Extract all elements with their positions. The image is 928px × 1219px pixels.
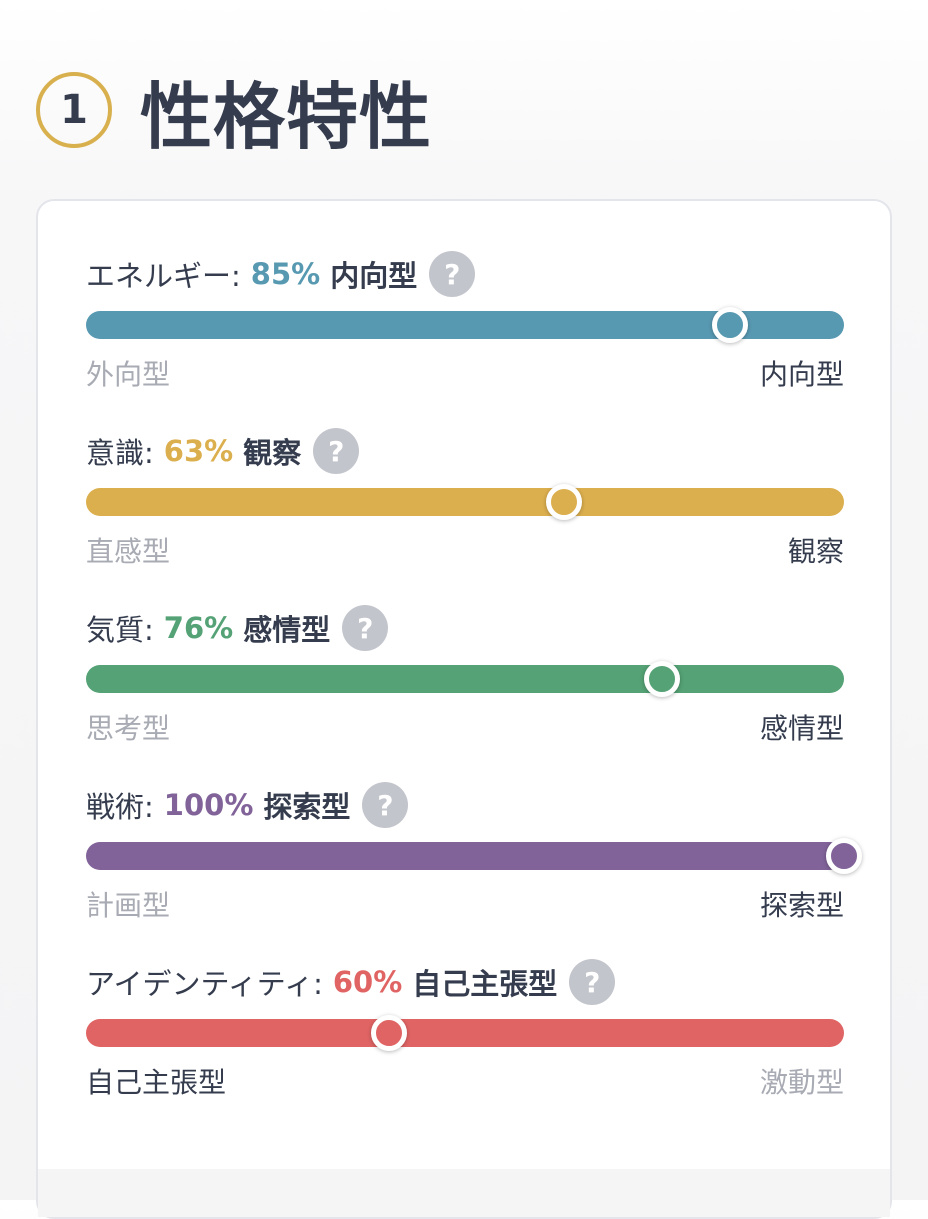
trait-percent: 63%	[163, 434, 234, 468]
trait-type: 探索型	[263, 790, 351, 824]
trait-right-label: 観察	[787, 535, 844, 568]
trait-slider-knob	[712, 307, 749, 343]
section-header: 1 性格特性	[36, 60, 432, 160]
help-icon[interactable]: ?	[313, 428, 360, 474]
trait-name: 戦術:	[86, 790, 154, 824]
section-title: 性格特性	[140, 74, 433, 159]
trait-bar	[86, 838, 862, 874]
trait-slider-knob	[826, 838, 862, 874]
help-icon[interactable]: ?	[342, 605, 389, 651]
trait-bar	[86, 484, 844, 520]
trait-energy: エネルギー: 85% 内向型 ? 外向型 内向型	[86, 249, 844, 391]
trait-right-label: 感情型	[759, 712, 844, 745]
trait-right-label: 内向型	[759, 358, 844, 391]
trait-nature: 気質: 76% 感情型 ? 思考型 感情型	[86, 603, 844, 745]
trait-right-label: 激動型	[759, 1066, 844, 1099]
trait-right-label: 探索型	[759, 889, 844, 922]
trait-name: 意識:	[86, 436, 154, 470]
trait-bar	[86, 661, 844, 697]
trait-mind: 意識: 63% 観察 ? 直感型 観察	[86, 426, 844, 568]
trait-type: 内向型	[330, 259, 418, 293]
trait-slider-knob	[644, 661, 681, 697]
trait-left-label: 計画型	[86, 889, 171, 922]
trait-percent: 100%	[163, 788, 254, 822]
trait-left-label: 自己主張型	[86, 1066, 227, 1099]
trait-name: エネルギー:	[86, 259, 241, 293]
trait-type: 自己主張型	[412, 967, 558, 1001]
help-icon[interactable]: ?	[362, 782, 409, 828]
trait-name: 気質:	[86, 613, 154, 647]
trait-percent: 76%	[163, 611, 234, 645]
help-icon[interactable]: ?	[429, 251, 476, 297]
trait-left-label: 思考型	[86, 712, 171, 745]
card-footer	[38, 1169, 890, 1217]
traits-card: エネルギー: 85% 内向型 ? 外向型 内向型 意識: 63% 観察 ? 直感…	[36, 199, 892, 1219]
trait-identity: アイデンティティ: 60% 自己主張型 ? 自己主張型 激動型	[86, 957, 844, 1099]
trait-bar	[86, 1015, 844, 1051]
help-icon[interactable]: ?	[569, 959, 616, 1005]
trait-name: アイデンティティ:	[86, 967, 323, 1001]
trait-slider-knob	[545, 484, 582, 520]
step-number-badge: 1	[36, 72, 112, 148]
trait-type: 感情型	[243, 613, 331, 647]
trait-type: 観察	[243, 436, 302, 470]
trait-left-label: 外向型	[86, 358, 171, 391]
trait-slider-knob	[371, 1015, 408, 1051]
trait-percent: 60%	[332, 965, 403, 999]
trait-bar	[86, 307, 844, 343]
trait-percent: 85%	[250, 257, 321, 291]
trait-left-label: 直感型	[86, 535, 171, 568]
trait-tactics: 戦術: 100% 探索型 ? 計画型 探索型	[86, 780, 862, 922]
